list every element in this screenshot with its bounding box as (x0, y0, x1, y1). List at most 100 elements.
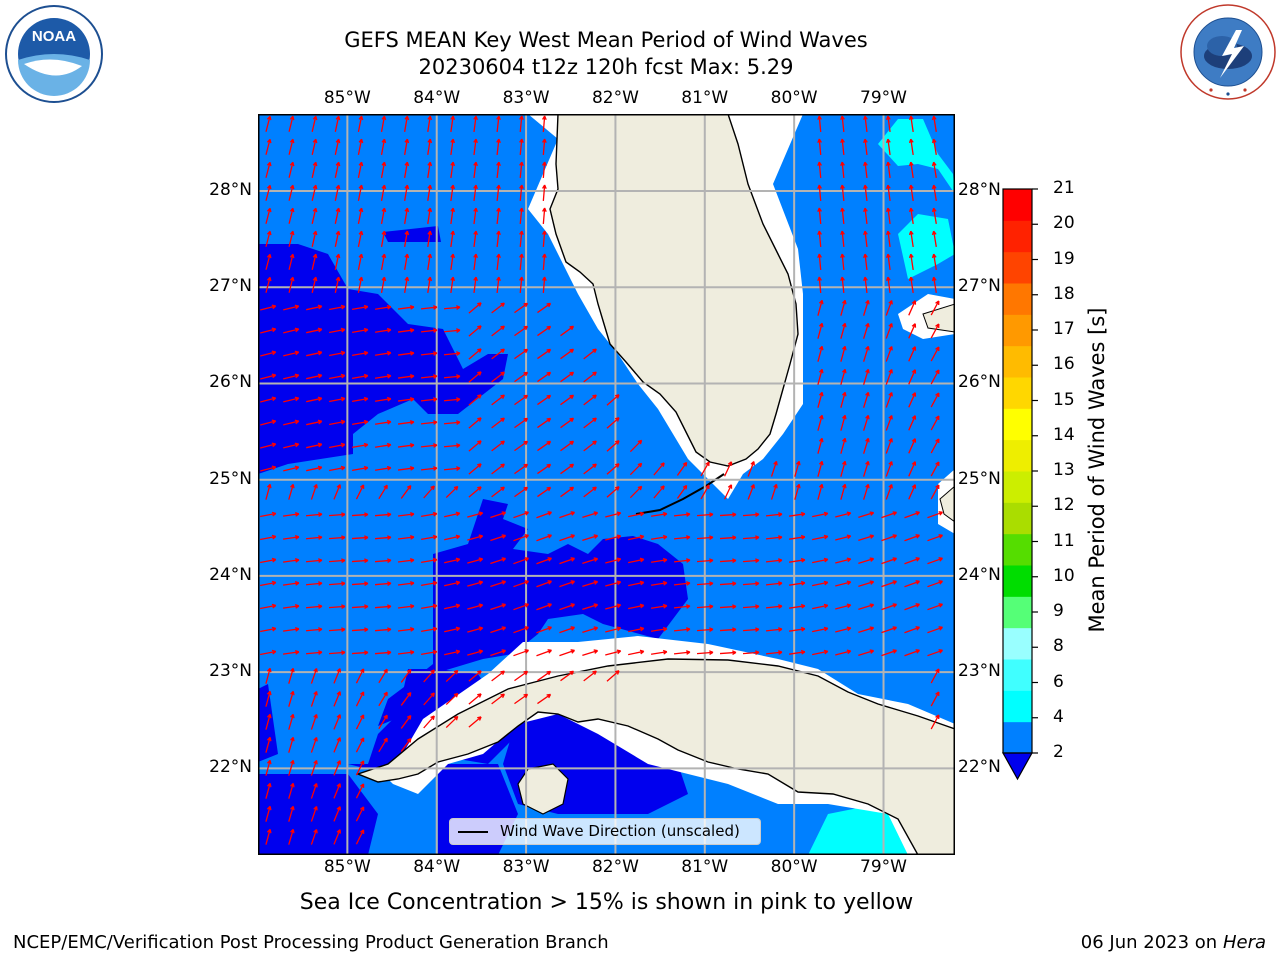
colorbar-swatch (1003, 659, 1032, 691)
direction-arrow (908, 184, 914, 202)
direction-arrow (650, 511, 668, 517)
direction-arrow (863, 161, 868, 179)
direction-arrow (468, 371, 482, 383)
direction-arrow (283, 304, 300, 311)
direction-arrow (858, 557, 875, 564)
direction-arrow (374, 558, 392, 563)
direction-arrow (496, 253, 501, 271)
direction-arrow (930, 438, 940, 454)
direction-arrow (650, 580, 668, 586)
direction-arrow (519, 253, 524, 271)
direction-arrow (696, 650, 714, 656)
direction-arrow (468, 463, 482, 475)
direction-arrow (490, 626, 507, 634)
direction-arrow (311, 276, 318, 293)
direction-arrow (310, 483, 318, 500)
direction-arrow (310, 759, 318, 776)
direction-arrow (513, 557, 530, 565)
direction-arrow (514, 371, 529, 383)
direction-arrow (423, 485, 435, 499)
direction-arrow (840, 207, 845, 225)
direction-arrow (537, 394, 552, 406)
direction-arrow (328, 627, 346, 633)
direction-arrow (719, 604, 737, 610)
direction-arrow (885, 392, 893, 408)
direction-arrow (835, 603, 852, 610)
direction-arrow (265, 230, 272, 247)
direction-arrow (537, 670, 552, 682)
noaa-logo-text: NOAA (32, 28, 76, 45)
direction-arrow (311, 184, 318, 201)
direction-arrow (443, 397, 461, 402)
direction-arrow (397, 535, 415, 540)
direction-arrow (468, 348, 482, 360)
colorbar-tick-label: 2 (1053, 742, 1064, 762)
direction-arrow (420, 397, 438, 402)
direction-arrow (927, 580, 944, 588)
direction-arrow (311, 115, 318, 132)
direction-arrow (443, 374, 461, 379)
direction-arrow (863, 437, 870, 454)
direction-arrow (881, 511, 898, 519)
direction-arrow (334, 115, 341, 132)
direction-arrow (700, 461, 710, 477)
direction-arrow (490, 603, 507, 611)
direction-arrow (260, 580, 277, 587)
colorbar-swatch (1003, 690, 1032, 723)
direction-arrow (817, 414, 824, 431)
direction-arrow (444, 603, 461, 610)
direction-arrow (927, 511, 944, 519)
direction-arrow (904, 580, 920, 588)
direction-arrow (885, 138, 891, 156)
lat-tick-label: 28°N (209, 179, 252, 200)
direction-arrow (628, 603, 645, 610)
direction-arrow (374, 465, 392, 471)
direction-arrow (352, 350, 369, 357)
direction-arrow (817, 230, 822, 248)
colorbar-tick-label: 13 (1053, 460, 1075, 480)
lat-tick-label: 25°N (209, 468, 252, 489)
direction-arrow (491, 440, 505, 452)
direction-arrow (491, 302, 505, 314)
direction-arrow (840, 253, 845, 271)
colorbar-tick-label: 12 (1053, 495, 1075, 516)
lon-tick-label: 79°W (860, 88, 907, 108)
direction-arrow (840, 414, 847, 431)
direction-arrow (908, 392, 917, 408)
direction-arrow (352, 373, 369, 380)
direction-arrow (863, 115, 868, 133)
direction-arrow (817, 368, 824, 385)
direction-arrow (306, 396, 323, 403)
direction-arrow (329, 350, 346, 357)
direction-arrow (858, 603, 875, 610)
direction-arrow (427, 138, 433, 156)
direction-arrow (496, 138, 501, 156)
direction-arrow (260, 603, 277, 610)
direction-arrow (908, 484, 917, 500)
direction-arrow (473, 184, 478, 202)
direction-arrow (840, 368, 847, 385)
direction-arrow (788, 603, 806, 609)
direction-arrow (908, 161, 914, 179)
direction-arrow (288, 230, 295, 247)
direction-arrow (673, 650, 691, 655)
direction-arrow (765, 604, 783, 609)
direction-arrow (863, 138, 868, 156)
colorbar-swatch (1003, 251, 1032, 284)
direction-arrow (885, 323, 893, 339)
direction-arrow (840, 391, 847, 408)
direction-arrow (536, 557, 552, 565)
direction-arrow (352, 396, 369, 403)
direction-arrow (355, 668, 365, 684)
direction-arrow (311, 161, 318, 178)
direction-arrow (450, 276, 456, 294)
direction-arrow (514, 348, 529, 360)
direction-arrow (491, 693, 505, 705)
direction-arrow (812, 557, 829, 564)
direction-arrow (747, 484, 755, 500)
direction-arrow (404, 115, 410, 132)
direction-arrow (305, 558, 323, 563)
direction-arrow (537, 463, 552, 475)
direction-arrow (559, 580, 576, 588)
direction-arrow (352, 304, 369, 311)
